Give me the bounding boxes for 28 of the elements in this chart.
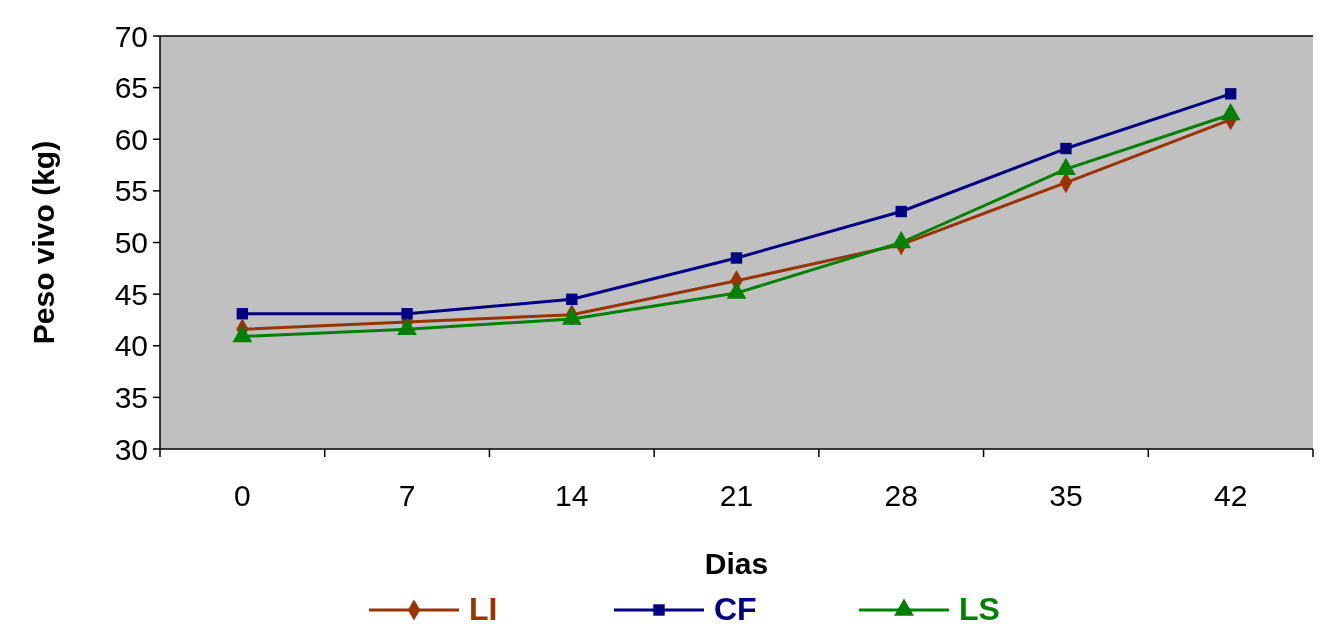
x-tick-label: 42 <box>1213 479 1248 512</box>
point <box>566 293 578 305</box>
y-tick-label: 40 <box>114 329 148 363</box>
point <box>1224 88 1237 100</box>
point <box>895 205 907 218</box>
legend-label: LI <box>469 591 498 627</box>
x-tick-label: 28 <box>884 479 918 512</box>
y-tick-label: 65 <box>114 71 148 105</box>
y-tick-label: 55 <box>114 174 148 208</box>
y-tick-label: 45 <box>114 277 148 311</box>
x-tick-label: 21 <box>719 479 754 512</box>
y-tick-label: 35 <box>114 380 148 414</box>
legend-label: CF <box>714 591 757 627</box>
y-tick-label: 60 <box>114 122 148 156</box>
point <box>401 308 413 320</box>
y-tick-label: 70 <box>114 19 148 53</box>
x-axis-title: Dias <box>704 547 769 580</box>
legend-label: LS <box>959 591 1000 627</box>
x-tick-label: 0 <box>234 479 251 512</box>
point <box>236 308 249 320</box>
x-tick-label: 7 <box>398 479 416 512</box>
y-tick-label: 30 <box>114 432 148 466</box>
point <box>730 252 743 264</box>
x-tick-label: 35 <box>1049 479 1083 512</box>
point <box>1060 142 1072 155</box>
y-tick-label: 50 <box>114 226 148 259</box>
x-tick-label: 14 <box>555 479 589 512</box>
y-axis-title: Peso vivo (kg) <box>27 140 60 345</box>
